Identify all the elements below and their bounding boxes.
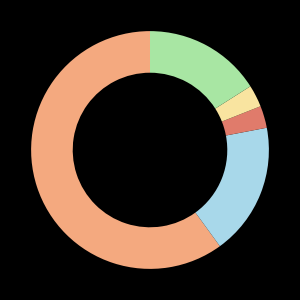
Wedge shape — [215, 86, 260, 122]
Wedge shape — [195, 128, 269, 246]
Wedge shape — [31, 31, 220, 269]
Wedge shape — [150, 31, 250, 109]
Wedge shape — [222, 106, 267, 136]
